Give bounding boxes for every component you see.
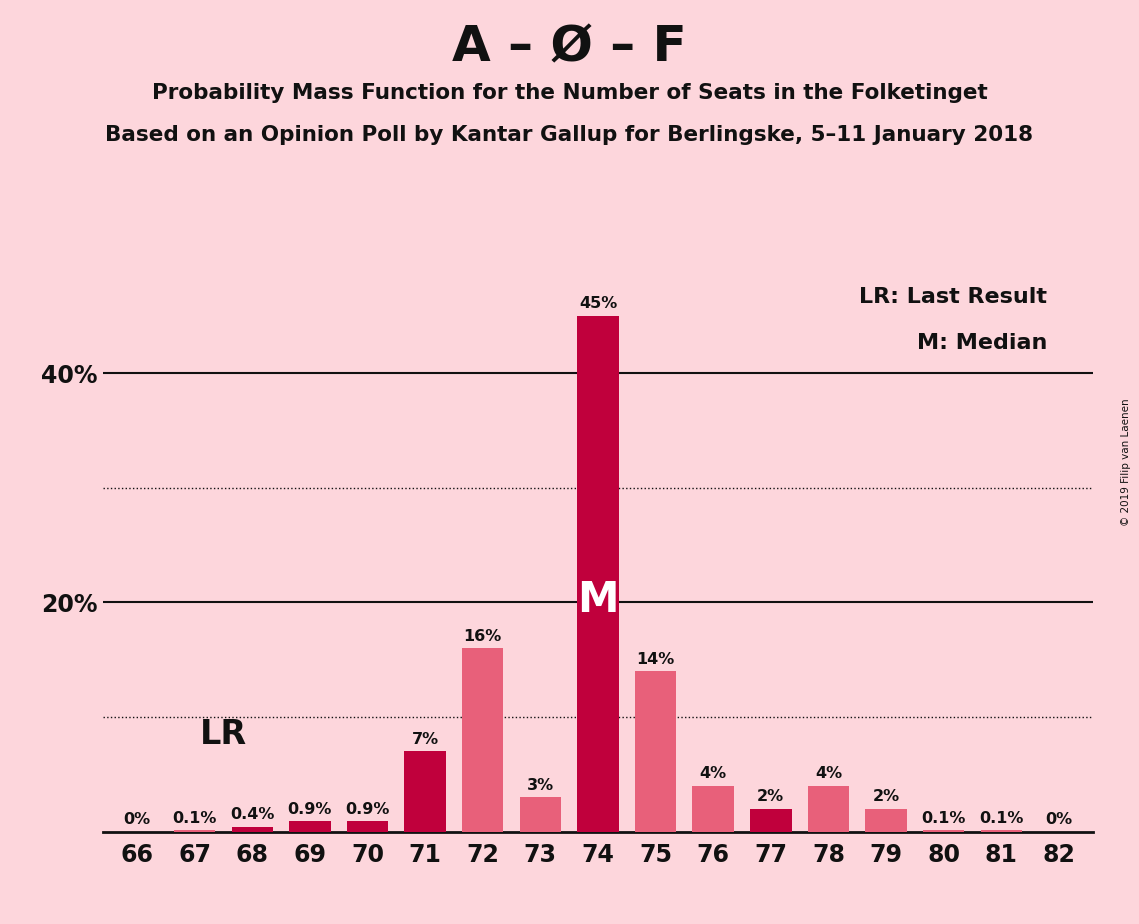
Text: 3%: 3% (527, 778, 554, 793)
Text: 4%: 4% (699, 766, 727, 781)
Bar (981, 831, 1022, 832)
Text: LR: LR (200, 718, 247, 750)
Text: 7%: 7% (411, 732, 439, 747)
Bar (519, 797, 562, 832)
Text: Probability Mass Function for the Number of Seats in the Folketinget: Probability Mass Function for the Number… (151, 83, 988, 103)
Bar (289, 821, 330, 832)
Bar (346, 821, 388, 832)
Bar (462, 649, 503, 832)
Bar (751, 808, 792, 832)
Text: M: Median: M: Median (917, 334, 1048, 353)
Text: Based on an Opinion Poll by Kantar Gallup for Berlingske, 5–11 January 2018: Based on an Opinion Poll by Kantar Gallu… (106, 125, 1033, 145)
Text: 16%: 16% (464, 628, 502, 644)
Bar (577, 316, 618, 832)
Bar (808, 785, 850, 832)
Text: 0%: 0% (123, 812, 150, 827)
Bar (634, 671, 677, 832)
Bar (866, 808, 907, 832)
Text: 0.9%: 0.9% (345, 802, 390, 817)
Text: 45%: 45% (579, 297, 617, 311)
Text: M: M (577, 578, 618, 621)
Text: A – Ø – F: A – Ø – F (452, 23, 687, 71)
Text: 0.1%: 0.1% (921, 811, 966, 826)
Text: 2%: 2% (757, 789, 785, 804)
Bar (693, 785, 734, 832)
Text: 0.4%: 0.4% (230, 808, 274, 822)
Text: 2%: 2% (872, 789, 900, 804)
Bar (923, 831, 965, 832)
Text: 0%: 0% (1046, 812, 1073, 827)
Text: LR: Last Result: LR: Last Result (859, 287, 1048, 308)
Bar (174, 831, 215, 832)
Text: 0.1%: 0.1% (172, 811, 216, 826)
Bar (231, 827, 273, 832)
Bar (404, 751, 445, 832)
Text: 0.1%: 0.1% (980, 811, 1024, 826)
Text: 4%: 4% (814, 766, 842, 781)
Text: 0.9%: 0.9% (288, 802, 333, 817)
Text: 14%: 14% (637, 651, 674, 666)
Text: © 2019 Filip van Laenen: © 2019 Filip van Laenen (1121, 398, 1131, 526)
